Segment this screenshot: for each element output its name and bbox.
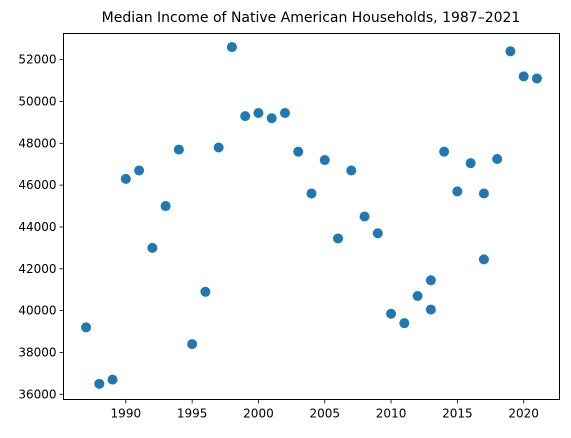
data-points: [81, 42, 542, 389]
x-tick-label: 2000: [243, 407, 274, 421]
y-axis: 36000 38000 40000 42000 44000 46000 48000 50000…: [18, 53, 64, 401]
data-point: [439, 146, 450, 157]
data-point: [107, 374, 118, 385]
data-point: [279, 107, 290, 118]
data-point: [253, 107, 264, 118]
data-point: [147, 242, 158, 253]
data-point: [240, 111, 251, 122]
data-point: [306, 188, 317, 199]
data-point: [425, 304, 436, 315]
y-tick-label: 42000: [18, 262, 56, 276]
data-point: [452, 186, 463, 197]
data-point: [333, 233, 344, 244]
data-point: [399, 318, 410, 329]
y-tick-label: 52000: [18, 53, 56, 67]
data-point: [386, 308, 397, 319]
data-point: [478, 254, 489, 265]
y-tick-label: 48000: [18, 136, 56, 150]
data-point: [425, 275, 436, 286]
y-tick-label: 50000: [18, 94, 56, 108]
data-point: [372, 228, 383, 239]
data-point: [359, 211, 370, 222]
data-point: [226, 42, 237, 53]
y-tick-label: 44000: [18, 220, 56, 234]
y-tick-label: 46000: [18, 178, 56, 192]
x-axis: 1990 1995 2000 2005 2010 2015 2020: [111, 399, 539, 421]
data-point: [518, 71, 529, 82]
plot-area-frame: [63, 33, 560, 400]
x-tick-label: 1995: [177, 407, 208, 421]
data-point: [134, 165, 145, 176]
data-point: [94, 378, 105, 389]
data-point: [200, 286, 211, 297]
data-point: [465, 158, 476, 169]
data-point: [293, 146, 304, 157]
x-tick-label: 2020: [508, 407, 539, 421]
data-point: [492, 153, 503, 164]
data-point: [531, 73, 542, 84]
data-point: [319, 155, 330, 166]
x-tick-label: 2015: [442, 407, 473, 421]
data-point: [346, 165, 357, 176]
data-point: [266, 113, 277, 124]
data-point: [120, 173, 131, 184]
y-tick-label: 40000: [18, 304, 56, 318]
x-tick-label: 1990: [111, 407, 142, 421]
data-point: [187, 339, 198, 350]
data-point: [478, 188, 489, 199]
x-tick-label: 2005: [309, 407, 340, 421]
data-point: [160, 201, 171, 212]
y-tick-label: 38000: [18, 345, 56, 359]
data-point: [81, 322, 92, 333]
data-point: [505, 46, 516, 57]
data-point: [213, 142, 224, 153]
x-tick-label: 2010: [376, 407, 407, 421]
data-point: [412, 290, 423, 301]
data-point: [173, 144, 184, 155]
chart-title: Median Income of Native American Househo…: [102, 10, 521, 26]
y-tick-label: 36000: [18, 387, 56, 401]
